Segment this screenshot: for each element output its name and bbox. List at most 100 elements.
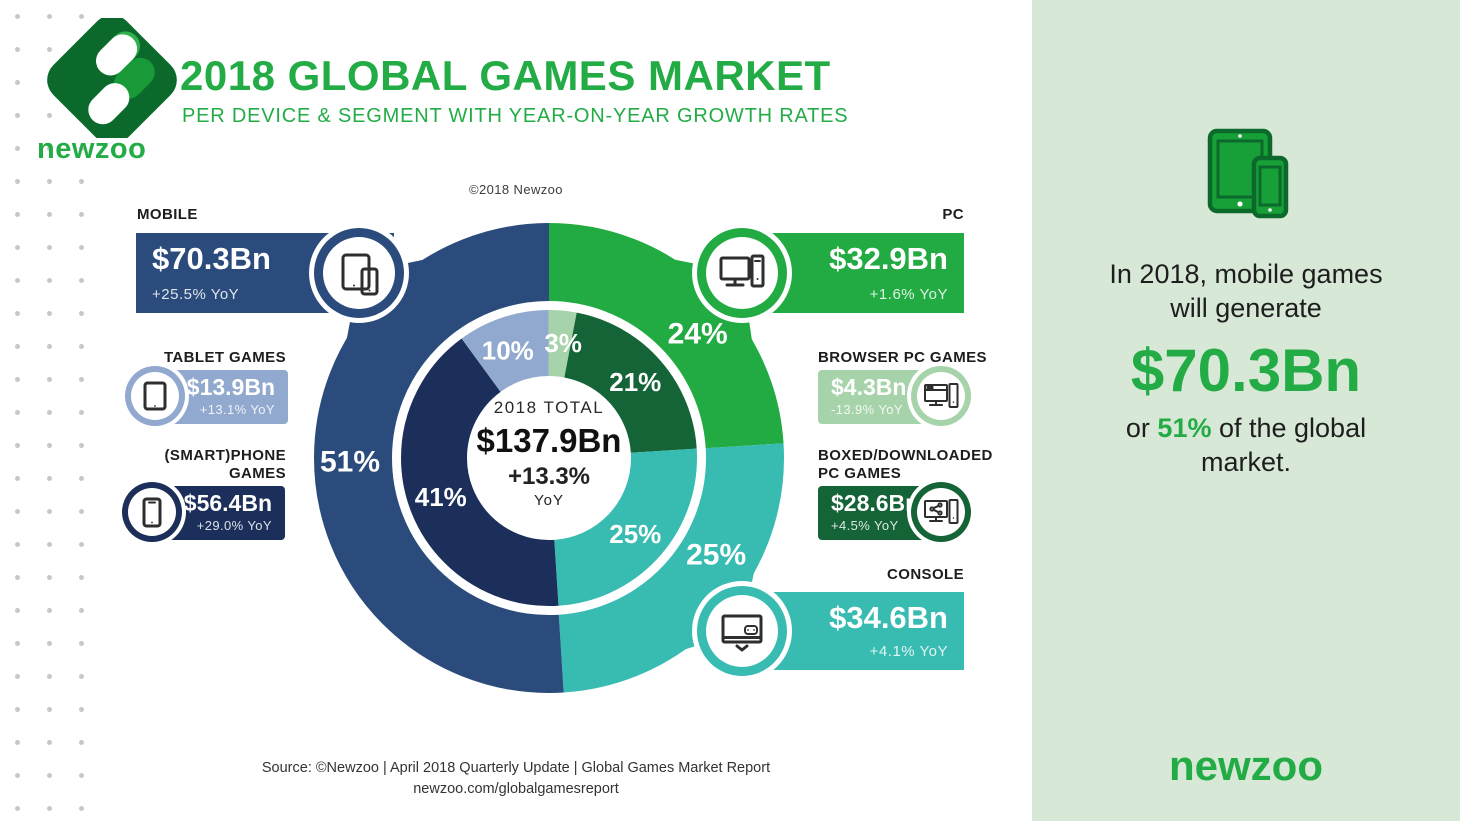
dot [15, 509, 20, 514]
smartphone-heading: (SMART)PHONE GAMES [164, 447, 286, 482]
dot [79, 476, 84, 481]
dot [15, 707, 20, 712]
dot [79, 278, 84, 283]
dot [47, 509, 52, 514]
donut-segment--smart-phone-games [401, 310, 697, 606]
smartphone-icon [142, 497, 162, 528]
dot [15, 311, 20, 316]
dot [47, 542, 52, 547]
total-growth: +13.3% [507, 463, 591, 490]
dot [47, 443, 52, 448]
boxed-yoy: +4.5% YoY [831, 518, 899, 533]
sidebar-text2-suffix: of the global [1211, 413, 1367, 443]
donut-segment-label: 51% [320, 445, 380, 478]
tablet-phone-green-icon [1207, 128, 1289, 219]
header-brand-wordmark: newzoo [37, 133, 147, 165]
pc-icon-circle [706, 237, 778, 309]
dot [47, 641, 52, 646]
dot [79, 311, 84, 316]
smartphone-value: $56.4Bn [183, 490, 272, 516]
smartphone-yoy: +29.0% YoY [196, 518, 272, 533]
tablet-heading: TABLET GAMES [163, 349, 286, 366]
dot [79, 707, 84, 712]
sidebar-text-line2: or 51% of the global market. [1052, 412, 1440, 480]
tv-gamepad-icon [721, 614, 763, 652]
sidebar-text2-highlight: 51% [1157, 413, 1212, 443]
boxed-heading: BOXED/DOWNLOADED PC GAMES [818, 447, 993, 482]
browser-icon-circle [917, 372, 965, 420]
dot [15, 740, 20, 745]
browser-yoy: -13.9% YoY [831, 402, 903, 417]
sidebar-brand-wordmark: newzoo [1169, 742, 1323, 789]
dot [15, 245, 20, 250]
donut-segment-label: 41% [415, 482, 467, 512]
dot [47, 278, 52, 283]
sidebar-text1-l2: will generate [1170, 292, 1322, 323]
donut-segment-console [401, 310, 697, 606]
pc-value: $32.9Bn [829, 241, 948, 276]
desktop-pc-icon [719, 254, 765, 288]
sidebar-text1-l1: In 2018, mobile games [1109, 259, 1383, 289]
dot [47, 14, 52, 19]
dot [15, 113, 20, 118]
dot [47, 410, 52, 415]
source-url: newzoo.com/globalgamesreport [413, 781, 619, 797]
dot [47, 740, 52, 745]
donut-segment-label: 21% [609, 367, 661, 397]
tablet-icon [143, 381, 167, 411]
total-growth-suffix: YoY [534, 492, 564, 509]
sidebar-text-line1: In 2018, mobile games will generate [1052, 258, 1440, 326]
mobile-icon-circle [323, 237, 395, 309]
dot [79, 212, 84, 217]
dot [79, 410, 84, 415]
sidebar-highlight-value: $70.3Bn [1130, 337, 1362, 404]
dot [79, 377, 84, 382]
dot [79, 575, 84, 580]
dot [15, 542, 20, 547]
pc-heading: PC [942, 206, 964, 223]
dot [15, 806, 20, 811]
browser-value: $4.3Bn [831, 374, 907, 400]
dot [79, 14, 84, 19]
donut-segment-mobile [314, 223, 784, 693]
donut-segment-label: 25% [686, 539, 746, 572]
tablet-icon-circle [131, 372, 179, 420]
donut-segment-tablet-games [401, 310, 697, 606]
tablet-phone-icon [341, 253, 379, 296]
dot [47, 212, 52, 217]
dot [79, 245, 84, 250]
dot [79, 674, 84, 679]
dot [79, 740, 84, 745]
dot [15, 476, 20, 481]
dot [47, 344, 52, 349]
dot [47, 311, 52, 316]
dot [47, 476, 52, 481]
total-label: 2018 TOTAL [493, 398, 605, 417]
tablet-yoy: +13.1% YoY [199, 402, 275, 417]
dot [47, 806, 52, 811]
mobile-heading: MOBILE [137, 206, 198, 223]
dot [15, 575, 20, 580]
dot [47, 47, 52, 52]
dot [47, 179, 52, 184]
dot [47, 608, 52, 613]
dot [15, 278, 20, 283]
smartphone-icon-circle [128, 488, 176, 536]
dot [79, 179, 84, 184]
dot [79, 542, 84, 547]
sidebar-panel [1032, 0, 1460, 821]
console-yoy: +4.1% YoY [869, 643, 948, 660]
dot [47, 377, 52, 382]
dot [79, 641, 84, 646]
donut-chart: 24% 25% 51% 3% 21% 25% 41% 10% [314, 223, 784, 693]
tablet-value: $13.9Bn [186, 374, 275, 400]
console-value: $34.6Bn [829, 600, 948, 635]
dot [79, 806, 84, 811]
page-title: 2018 GLOBAL GAMES MARKET [180, 52, 831, 99]
mobile-value: $70.3Bn [152, 241, 271, 276]
dot [47, 773, 52, 778]
dot [79, 509, 84, 514]
dot [15, 773, 20, 778]
mobile-yoy: +25.5% YoY [152, 286, 240, 303]
